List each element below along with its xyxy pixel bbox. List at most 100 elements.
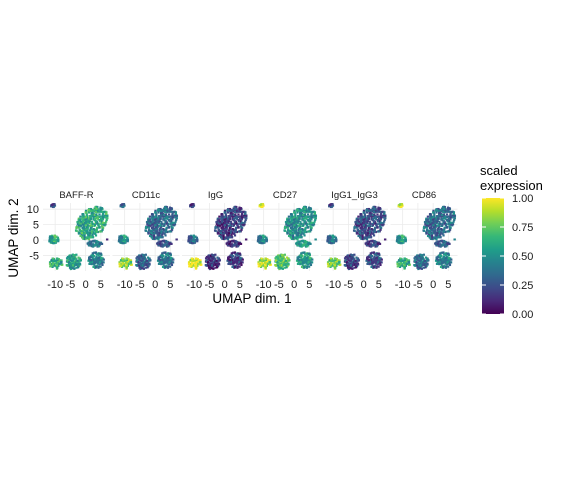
data-point [276,261,279,264]
legend-tick-label: 1.00 [512,193,533,205]
data-point [53,204,57,207]
data-point [81,229,84,232]
data-point [447,253,450,257]
data-point [447,265,450,268]
data-point [232,222,236,225]
data-point [96,262,100,265]
data-point [219,233,222,236]
data-point [358,220,361,223]
data-point [309,216,312,219]
data-point [274,263,277,267]
data-point [68,262,72,265]
data-point [433,221,436,224]
data-point [157,234,161,237]
data-point [263,261,267,264]
data-point [144,226,148,230]
data-point [300,252,303,255]
data-point [435,215,439,218]
data-point [299,263,302,266]
data-point [432,211,435,214]
data-point [440,229,444,232]
data-point [189,234,193,237]
data-point [93,213,96,216]
data-point [170,227,174,230]
data-point [398,265,402,269]
data-point [262,259,265,262]
data-point [303,207,307,210]
data-point [443,239,446,243]
data-point [229,211,232,215]
data-point [74,263,77,267]
data-point [439,254,442,257]
data-point [236,245,239,248]
data-point [396,239,399,242]
data-point [58,262,61,265]
data-point [260,259,263,262]
data-point [159,259,162,262]
data-point [380,223,383,226]
data-point [71,257,75,260]
data-point [402,261,406,264]
data-point [438,231,441,234]
data-point [449,221,452,224]
data-point [347,259,351,262]
data-point [368,222,371,226]
data-point [444,217,447,220]
data-point [298,240,301,243]
data-point [380,221,383,224]
data-point [289,229,293,232]
data-point [49,241,53,244]
data-point [359,217,362,220]
data-point [80,231,84,235]
data-point [148,222,151,225]
data-point [79,229,83,233]
data-point [436,232,439,235]
data-point [299,214,302,217]
data-point [94,266,97,269]
data-point [287,263,290,266]
data-point [258,241,261,244]
data-point [442,210,445,214]
data-point [244,211,247,214]
data-point [447,208,450,211]
data-point [436,228,440,231]
data-point [356,228,360,231]
data-point [239,218,242,221]
data-point [233,205,236,209]
data-point [260,242,263,245]
data-point [171,216,174,219]
data-point [435,220,439,223]
data-point [377,210,380,213]
data-point [293,209,296,212]
data-point [156,227,159,230]
data-point [150,213,154,216]
data-point [212,254,215,257]
data-point [296,241,299,244]
data-point [438,214,441,217]
data-point [77,218,80,221]
data-point [241,221,244,224]
data-point [295,233,298,236]
data-point [82,215,85,218]
data-point [429,220,432,223]
data-point [57,238,60,242]
data-point [102,212,105,215]
data-point [228,214,232,218]
data-point [293,229,297,232]
data-point [147,257,151,261]
data-point [435,211,438,214]
data-point [452,220,455,223]
data-point [266,259,269,262]
data-point [448,242,451,245]
data-point [310,216,313,219]
data-point [188,241,192,244]
data-point [165,228,168,231]
data-point [166,262,169,265]
data-point [100,219,103,222]
data-point [335,238,338,242]
data-point [91,228,94,231]
data-point [241,212,244,215]
data-point [225,221,228,224]
data-point [439,240,442,243]
data-point [211,261,214,265]
